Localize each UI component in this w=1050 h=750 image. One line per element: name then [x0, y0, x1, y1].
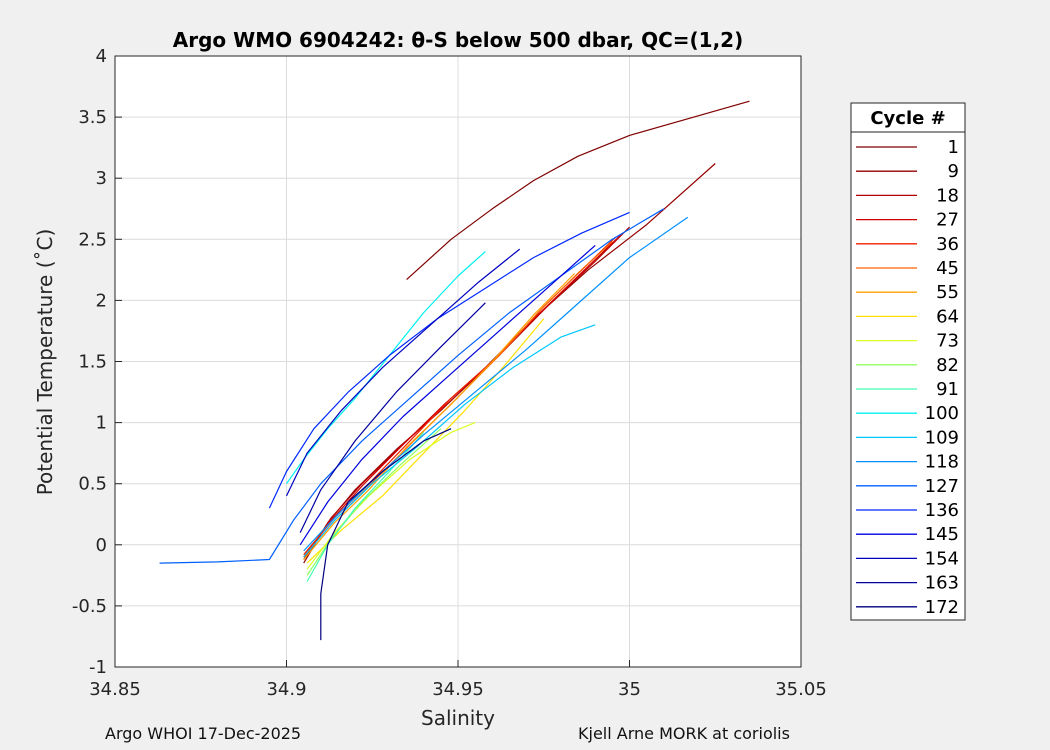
series-line-cycle-154 — [285, 248, 521, 497]
legend-label: 154 — [925, 548, 959, 569]
grid-lines — [114, 55, 802, 668]
series-line-cycle-172 — [320, 428, 452, 641]
legend-label: 145 — [925, 524, 959, 545]
y-tick-label: 4 — [96, 46, 107, 67]
y-tick-label: 3.5 — [78, 107, 107, 128]
legend-label: 45 — [936, 258, 959, 279]
y-tick-label: 1 — [96, 413, 107, 434]
y-tick-label: 3 — [96, 168, 107, 189]
y-tick-label: 1.5 — [78, 352, 107, 373]
y-tick-label: 2 — [96, 290, 107, 311]
legend-label: 118 — [925, 452, 959, 473]
legend-label: 172 — [925, 597, 959, 618]
y-tick-label: 0 — [96, 535, 107, 556]
legend-label: 82 — [936, 355, 959, 376]
y-tick-label: 2.5 — [78, 229, 107, 250]
legend-label: 36 — [936, 234, 959, 255]
footer-credit-left: Argo WHOI 17-Dec-2025 — [105, 724, 302, 743]
y-tick-label: -0.5 — [72, 596, 107, 617]
chart-title: Argo WMO 6904242: θ-S below 500 dbar, QC… — [173, 28, 743, 52]
series-line-cycle-136 — [268, 211, 630, 509]
legend: Cycle # 1 9 18 27 36 45 55 64 73 82 91 100 109 118 127… — [850, 102, 966, 621]
series-line-cycle-64 — [306, 318, 545, 564]
footer-credit-right: Kjell Arne MORK at coriolis — [578, 724, 790, 743]
legend-label: 163 — [925, 573, 959, 594]
y-tick-label: -1 — [89, 657, 107, 678]
legend-label: 18 — [936, 185, 959, 206]
series-line-cycle-18 — [303, 226, 630, 560]
legend-items: 1 9 18 27 36 45 55 64 73 82 91 100 109 118 127 136 145 15… — [856, 137, 959, 618]
x-tick-label: 35 — [618, 679, 641, 700]
series-line-cycle-118 — [303, 216, 689, 552]
y-axis-label: Potential Temperature (˚C) — [33, 229, 57, 496]
series-line-cycle-27 — [303, 232, 624, 558]
legend-label: 109 — [925, 427, 959, 448]
legend-label: 9 — [948, 161, 959, 182]
legend-label: 100 — [925, 403, 959, 424]
legend-label: 27 — [936, 210, 959, 231]
legend-label: 91 — [936, 379, 959, 400]
legend-label: 73 — [936, 331, 959, 352]
legend-label: 55 — [936, 282, 959, 303]
series-line-cycle-109 — [303, 324, 596, 558]
series-lines — [159, 100, 750, 641]
axis-ticks: 34.85 34.9 34.95 35 35.05 -1 -0.5 0 0.5 1 1.5 2 2.5 3… — [72, 46, 827, 700]
x-axis-label: Salinity — [421, 706, 495, 730]
x-tick-label: 34.95 — [432, 679, 484, 700]
series-line-cycle-145 — [299, 244, 596, 546]
x-tick-label: 35.05 — [775, 679, 827, 700]
series-line-cycle-100 — [286, 251, 486, 485]
legend-label: 1 — [948, 137, 959, 158]
x-tick-label: 34.9 — [266, 679, 306, 700]
legend-title: Cycle # — [870, 108, 945, 129]
legend-label: 127 — [925, 476, 959, 497]
x-tick-label: 34.85 — [89, 679, 141, 700]
series-line-cycle-82 — [306, 428, 442, 576]
series-line-cycle-73 — [306, 422, 476, 570]
y-tick-label: 0.5 — [78, 474, 107, 495]
series-line-cycle-163 — [299, 302, 486, 533]
legend-label: 136 — [925, 500, 959, 521]
series-line-cycle-127 — [159, 208, 665, 564]
legend-label: 64 — [936, 306, 959, 327]
series-line-cycle-1 — [406, 100, 750, 281]
